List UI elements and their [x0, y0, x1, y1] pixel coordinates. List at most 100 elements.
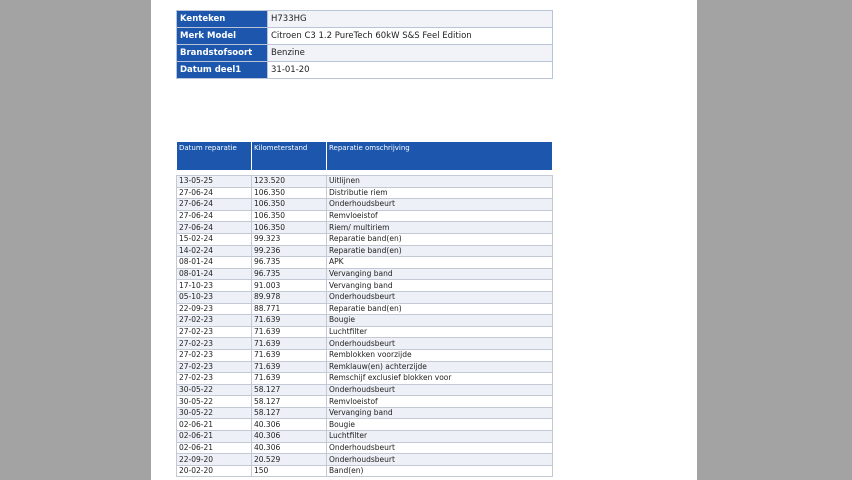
cell-km: 150: [251, 464, 327, 478]
cell-description: Onderhoudsbeurt: [326, 337, 553, 350]
cell-description: Reparatie band(en): [326, 302, 553, 316]
cell-date: 27-02-23: [176, 314, 252, 327]
vehicle-info-table: Kenteken H733HG Merk Model Citroen C3 1.2 P…: [176, 10, 553, 79]
cell-km: 58.127: [251, 406, 327, 420]
cell-date: 22-09-23: [176, 302, 252, 316]
cell-km: 99.236: [251, 244, 327, 258]
cell-date: 27-06-24: [176, 198, 252, 211]
cell-km: 99.323: [251, 232, 327, 246]
table-row: 27-06-24 106.350 Riem/ multiriem: [176, 221, 553, 234]
cell-date: 30-05-22: [176, 406, 252, 420]
cell-km: 71.639: [251, 314, 327, 327]
vehicle-info-row: Kenteken H733HG: [176, 10, 553, 28]
repair-history-table: Datum reparatie Kilometerstand Reparatie…: [176, 141, 553, 478]
cell-description: Onderhoudsbeurt: [326, 198, 553, 211]
vehicle-info-value: Benzine: [267, 44, 553, 62]
table-row: 27-02-23 71.639 Remklauw(en) achterzijde: [176, 360, 553, 374]
vehicle-info-label: Brandstofsoort: [176, 44, 268, 62]
cell-km: 88.771: [251, 302, 327, 316]
cell-km: 91.003: [251, 279, 327, 292]
cell-description: Reparatie band(en): [326, 244, 553, 258]
cell-description: Remvloeistof: [326, 209, 553, 223]
cell-date: 08-01-24: [176, 267, 252, 281]
table-row: 27-02-23 71.639 Remschijf exclusief blokke…: [176, 372, 553, 385]
table-row: 30-05-22 58.127 Vervanging band: [176, 406, 553, 420]
cell-description: Onderhoudsbeurt: [326, 290, 553, 304]
table-row: 14-02-24 99.236 Reparatie band(en): [176, 244, 553, 258]
cell-date: 27-06-24: [176, 186, 252, 200]
cell-km: 106.350: [251, 221, 327, 234]
table-row: 02-06-21 40.306 Bougie: [176, 418, 553, 432]
cell-km: 71.639: [251, 372, 327, 385]
cell-description: Remschijf exclusief blokken voor: [326, 372, 553, 385]
cell-date: 27-02-23: [176, 337, 252, 350]
table-row: 22-09-23 88.771 Reparatie band(en): [176, 302, 553, 316]
cell-km: 123.520: [251, 175, 327, 188]
cell-description: Vervanging band: [326, 267, 553, 281]
table-row: 27-02-23 71.639 Bougie: [176, 314, 553, 327]
vehicle-info-label: Datum deel1: [176, 61, 268, 79]
cell-km: 20.529: [251, 453, 327, 466]
cell-description: APK: [326, 256, 553, 269]
header-date: Datum reparatie: [176, 141, 252, 171]
cell-description: Luchtfilter: [326, 430, 553, 443]
cell-description: Vervanging band: [326, 406, 553, 420]
table-row: 13-05-25 123.520 Uitlijnen: [176, 175, 553, 188]
vehicle-info-row: Merk Model Citroen C3 1.2 PureTech 60kW S…: [176, 27, 553, 45]
cell-date: 17-10-23: [176, 279, 252, 292]
cell-km: 58.127: [251, 383, 327, 397]
table-row: 30-05-22 58.127 Remvloeistof: [176, 395, 553, 408]
cell-date: 27-02-23: [176, 325, 252, 339]
cell-description: Bougie: [326, 314, 553, 327]
vehicle-info-row: Brandstofsoort Benzine: [176, 44, 553, 62]
table-row: 20-02-20 150 Band(en): [176, 464, 553, 478]
table-row: 27-06-24 106.350 Onderhoudsbeurt: [176, 198, 553, 211]
table-row: 27-02-23 71.639 Luchtfilter: [176, 325, 553, 339]
cell-km: 96.735: [251, 256, 327, 269]
header-spacer: [176, 170, 553, 176]
document-page: Kenteken H733HG Merk Model Citroen C3 1.2 P…: [151, 0, 697, 480]
cell-description: Remklauw(en) achterzijde: [326, 360, 553, 374]
cell-date: 08-01-24: [176, 256, 252, 269]
cell-date: 22-09-20: [176, 453, 252, 466]
cell-km: 40.306: [251, 418, 327, 432]
cell-date: 13-05-25: [176, 175, 252, 188]
cell-description: Riem/ multiriem: [326, 221, 553, 234]
repair-header-row: Datum reparatie Kilometerstand Reparatie…: [176, 141, 553, 171]
cell-date: 27-02-23: [176, 360, 252, 374]
table-row: 02-06-21 40.306 Luchtfilter: [176, 430, 553, 443]
cell-description: Band(en): [326, 464, 553, 478]
cell-date: 30-05-22: [176, 383, 252, 397]
cell-date: 02-06-21: [176, 441, 252, 455]
cell-description: Reparatie band(en): [326, 232, 553, 246]
cell-date: 20-02-20: [176, 464, 252, 478]
header-km: Kilometerstand: [251, 141, 327, 171]
cell-description: Remblokken voorzijde: [326, 348, 553, 362]
table-row: 27-06-24 106.350 Distributie riem: [176, 186, 553, 200]
cell-km: 106.350: [251, 209, 327, 223]
cell-date: 27-06-24: [176, 209, 252, 223]
vehicle-info-label: Kenteken: [176, 10, 268, 28]
cell-description: Onderhoudsbeurt: [326, 383, 553, 397]
table-row: 15-02-24 99.323 Reparatie band(en): [176, 232, 553, 246]
header-description: Reparatie omschrijving: [326, 141, 553, 171]
vehicle-info-value: 31-01-20: [267, 61, 553, 79]
cell-km: 71.639: [251, 325, 327, 339]
cell-km: 71.639: [251, 360, 327, 374]
cell-description: Remvloeistof: [326, 395, 553, 408]
table-row: 27-02-23 71.639 Remblokken voorzijde: [176, 348, 553, 362]
cell-description: Bougie: [326, 418, 553, 432]
cell-km: 71.639: [251, 337, 327, 350]
cell-date: 02-06-21: [176, 430, 252, 443]
cell-description: Vervanging band: [326, 279, 553, 292]
cell-date: 27-02-23: [176, 348, 252, 362]
cell-km: 58.127: [251, 395, 327, 408]
vehicle-info-row: Datum deel1 31-01-20: [176, 61, 553, 79]
cell-description: Distributie riem: [326, 186, 553, 200]
cell-km: 71.639: [251, 348, 327, 362]
cell-date: 14-02-24: [176, 244, 252, 258]
cell-date: 27-02-23: [176, 372, 252, 385]
table-row: 22-09-20 20.529 Onderhoudsbeurt: [176, 453, 553, 466]
vehicle-info-value: Citroen C3 1.2 PureTech 60kW S&S Feel Ed…: [267, 27, 553, 45]
table-row: 27-06-24 106.350 Remvloeistof: [176, 209, 553, 223]
